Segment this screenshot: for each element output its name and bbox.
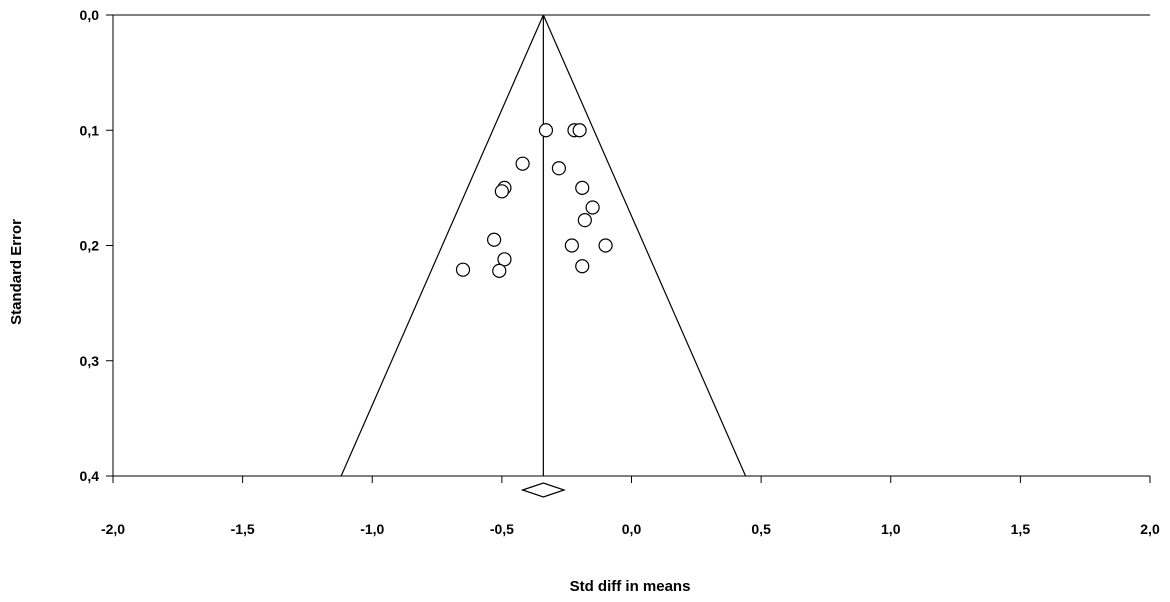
study-point	[492, 263, 507, 278]
study-point	[538, 123, 554, 138]
y-axis-title: Standard Error	[8, 219, 25, 325]
x-tick-label: -2,0	[101, 521, 125, 537]
x-tick-label: 1,5	[1011, 521, 1031, 537]
study-point	[572, 123, 587, 138]
y-tick-label: 0,2	[80, 238, 100, 254]
study-point	[575, 180, 590, 195]
study-point	[575, 259, 590, 274]
funnel-right-boundary	[542, 14, 747, 477]
x-axis-title: Std diff in means	[570, 578, 691, 595]
study-points	[455, 123, 613, 278]
x-tick-label: 0,0	[622, 521, 642, 537]
summary-diamond	[520, 482, 566, 498]
y-tick-label: 0,4	[80, 468, 100, 484]
study-point	[551, 161, 567, 176]
x-axis: -2,0 -1,5 -1,0 -0,5 0,0 0,5 1,0 1,5 2,0	[101, 476, 1160, 537]
study-point	[515, 156, 530, 171]
y-axis: 0,0 0,1 0,2 0,3 0,4	[80, 7, 113, 484]
study-point	[497, 252, 512, 267]
y-tick-label: 0,0	[80, 7, 100, 23]
study-point	[494, 184, 509, 199]
x-tick-label: -1,0	[360, 521, 384, 537]
plot-frame	[112, 14, 1150, 477]
study-point	[564, 238, 579, 253]
funnel-left-boundary	[340, 14, 544, 477]
x-tick-label: 0,5	[751, 521, 771, 537]
study-point	[585, 200, 600, 215]
study-point	[598, 238, 613, 253]
funnel-lines	[340, 14, 747, 498]
y-tick-label: 0,1	[80, 122, 100, 138]
study-point	[577, 213, 592, 228]
y-tick-label: 0,3	[80, 353, 100, 369]
study-point	[486, 232, 502, 247]
study-point	[455, 262, 471, 277]
x-tick-label: -0,5	[490, 521, 514, 537]
x-tick-label: 2,0	[1140, 521, 1160, 537]
x-tick-label: 1,0	[881, 521, 901, 537]
x-tick-label: -1,5	[231, 521, 255, 537]
